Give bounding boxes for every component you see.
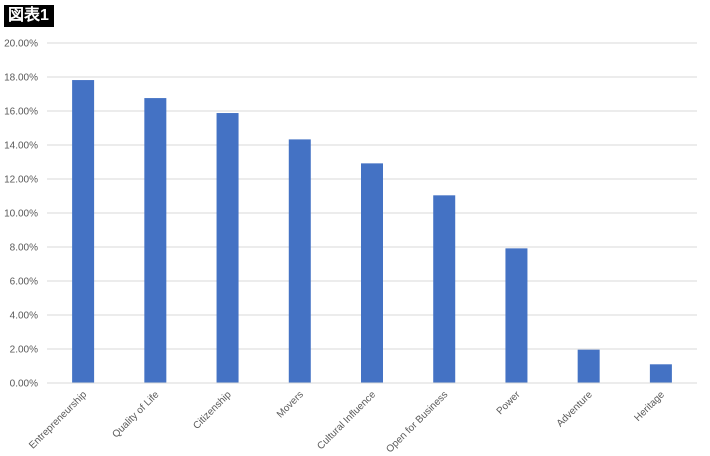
x-category-label: Power xyxy=(495,389,523,417)
y-tick-label: 8.00% xyxy=(10,243,38,254)
y-tick-label: 20.00% xyxy=(4,39,38,50)
y-tick-label: 6.00% xyxy=(10,277,38,288)
y-tick-label: 16.00% xyxy=(4,107,38,118)
x-category-label: Citizenship xyxy=(191,389,234,432)
y-tick-label: 18.00% xyxy=(4,73,38,84)
bar-cultural-influence xyxy=(361,163,383,383)
bar-entrepreneurship xyxy=(72,80,95,383)
y-tick-label: 2.00% xyxy=(10,345,38,356)
y-tick-label: 4.00% xyxy=(10,311,38,322)
bar-movers xyxy=(288,139,311,383)
x-category-label: Entrepreneurship xyxy=(27,389,89,451)
x-category-label: Adventure xyxy=(555,389,595,429)
bar-adventure xyxy=(577,349,600,383)
bar-power xyxy=(505,248,528,383)
x-category-label: Heritage xyxy=(632,389,667,424)
x-category-label: Quality of Life xyxy=(110,389,161,440)
y-tick-label: 10.00% xyxy=(4,209,38,220)
bar-citizenship xyxy=(216,113,239,383)
bar-heritage xyxy=(649,364,672,383)
y-tick-label: 14.00% xyxy=(4,141,38,152)
y-tick-label: 0.00% xyxy=(10,379,38,390)
x-category-label: Movers xyxy=(275,389,306,420)
y-tick-label: 12.00% xyxy=(4,175,38,186)
bar-open-for-business xyxy=(433,195,456,383)
figure-label: 図表1 xyxy=(4,5,54,27)
bar-quality-of-life xyxy=(144,98,167,383)
x-category-label: Cultural Influence xyxy=(315,389,378,452)
x-category-label: Open for Business xyxy=(384,389,450,455)
